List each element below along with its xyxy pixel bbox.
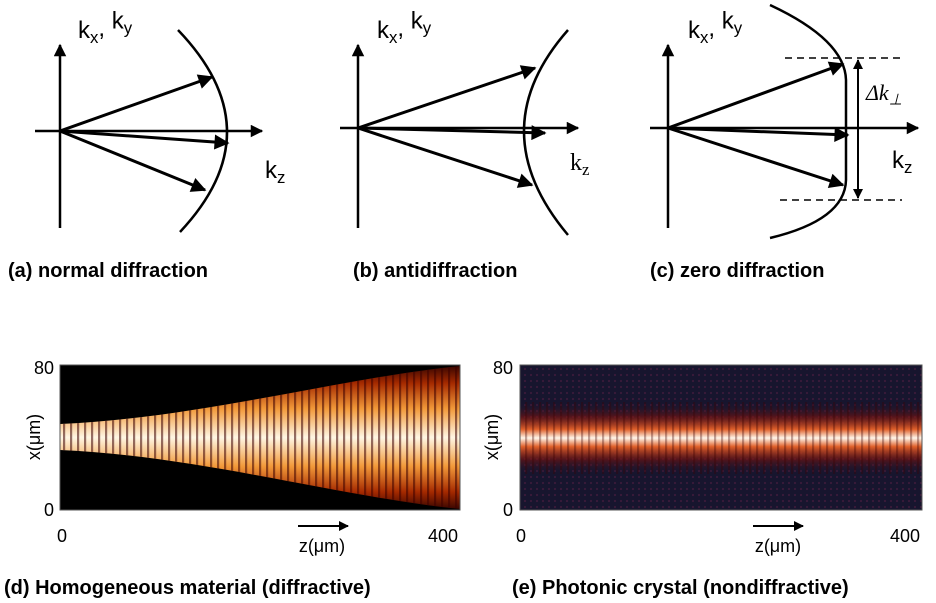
arrow	[358, 68, 535, 128]
figure: kx, ky kz (a) normal diffraction kx, ky …	[0, 0, 936, 603]
k-label: kx, ky	[688, 8, 743, 47]
arrow	[358, 128, 532, 185]
caption: (e) Photonic crystal (nondiffractive)	[512, 577, 849, 599]
kz-label: kz	[892, 147, 912, 177]
k-label: kx, ky	[78, 8, 133, 47]
x-tick-label: 0	[516, 526, 526, 546]
kz-label: kz	[570, 150, 589, 179]
arrow	[668, 64, 843, 128]
x-tick-label: 400	[428, 526, 458, 546]
arrow	[60, 77, 212, 131]
y-tick-label: 0	[44, 500, 54, 520]
x-tick-label: 400	[890, 526, 920, 546]
caption: (d) Homogeneous material (diffractive)	[4, 577, 371, 599]
x-axis-label: z(μm)	[299, 536, 345, 556]
delta-label: Δk⊥	[865, 80, 902, 109]
map-d: 80 0 x(μm) 0 400 z(μm) (d) Homogeneous m…	[4, 358, 460, 599]
x-axis-label: z(μm)	[755, 536, 801, 556]
y-tick-label: 80	[493, 358, 513, 378]
beam-fringes	[520, 402, 922, 474]
panel-b: kx, ky kz (b) antidiffraction	[340, 8, 589, 282]
map-e: 80 0 x(μm) 0 400 z(μm) (e) Photonic crys…	[482, 358, 922, 599]
arrow	[668, 128, 843, 185]
caption: (a) normal diffraction	[8, 260, 208, 282]
y-tick-label: 0	[503, 500, 513, 520]
y-axis-label: x(μm)	[482, 414, 502, 460]
kz-label: kz	[265, 157, 285, 187]
x-tick-label: 0	[57, 526, 67, 546]
y-axis-label: x(μm)	[24, 414, 44, 460]
y-tick-label: 80	[34, 358, 54, 378]
k-label: kx, ky	[377, 8, 432, 47]
panel-a: kx, ky kz (a) normal diffraction	[8, 8, 285, 282]
curve	[770, 5, 846, 238]
panel-c: Δk⊥ kx, ky kz (c) zero diffraction	[650, 5, 918, 282]
caption: (b) antidiffraction	[353, 260, 517, 282]
caption: (c) zero diffraction	[650, 260, 824, 282]
